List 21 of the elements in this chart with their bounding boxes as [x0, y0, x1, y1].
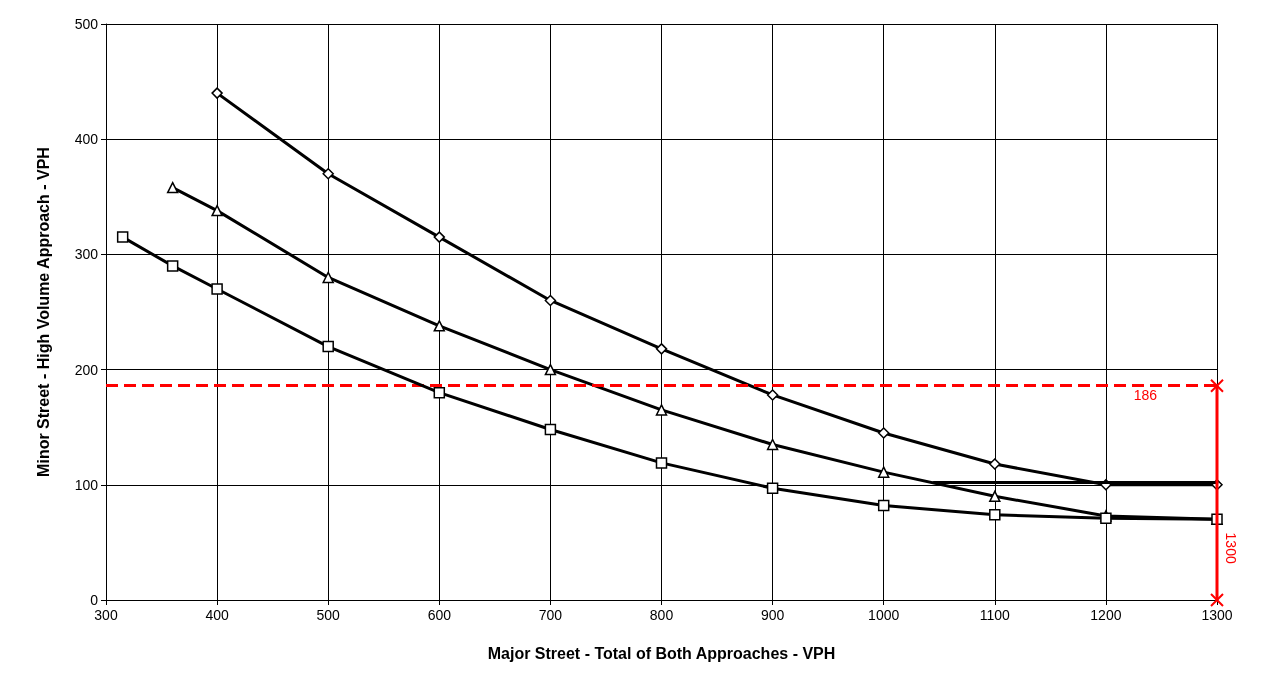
annotation: 1300	[1223, 532, 1239, 564]
y-tick-label: 200	[74, 361, 99, 378]
x-tick-label: 1300	[1201, 607, 1233, 623]
x-tick-label: 400	[205, 607, 229, 623]
y-tick-label: 500	[74, 16, 99, 32]
x-tick-label: 1200	[1090, 607, 1122, 623]
y-tick-label: 100	[74, 476, 99, 493]
x-tick-label: 1100	[979, 607, 1011, 623]
y-tick-label: 0	[90, 592, 99, 608]
y-tick-label: 400	[74, 131, 99, 148]
x-tick-label: 300	[94, 607, 118, 623]
x-axis-title: Major Street - Total of Both Approaches - VPH	[487, 644, 836, 662]
ref-line-label: 186	[1133, 386, 1158, 403]
y-tick-label: 300	[74, 246, 99, 263]
x-tick-label: 700	[538, 607, 563, 623]
x-tick-label: 800	[649, 607, 674, 623]
x-tick-label: 500	[316, 607, 341, 623]
y-axis-title: Minor Street - High Volume Approach - VPH	[34, 147, 52, 477]
x-tick-label: 900	[760, 607, 785, 623]
x-tick-label: 600	[427, 607, 452, 623]
x-tick-label: 1000	[868, 607, 900, 623]
